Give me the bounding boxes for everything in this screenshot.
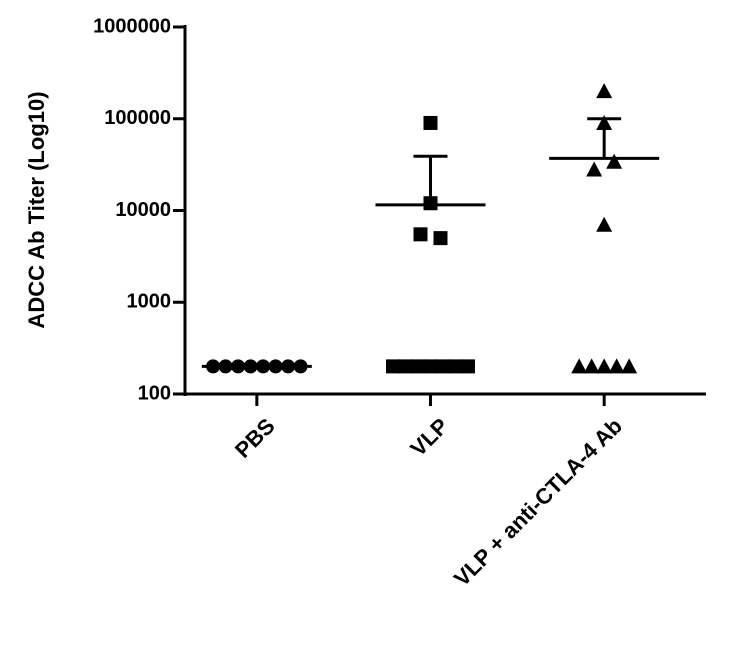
- data-point: [583, 358, 600, 374]
- data-point: [586, 161, 603, 177]
- x-tick-label: VLP: [405, 413, 453, 461]
- x-tick-label: PBS: [230, 413, 280, 463]
- data-point: [436, 359, 450, 374]
- x-tick-label: VLP + anti-CTLA-4 Ab: [449, 413, 627, 591]
- data-point: [293, 359, 308, 374]
- data-point: [411, 359, 425, 374]
- data-point: [256, 359, 271, 374]
- data-point: [621, 358, 638, 374]
- data-point: [596, 114, 613, 130]
- y-tick-label: 10000: [115, 199, 171, 221]
- data-point: [596, 216, 613, 232]
- data-point: [413, 227, 428, 242]
- data-point: [243, 359, 258, 374]
- y-axis-label: ADCC Ab Titer (Log10): [24, 91, 49, 328]
- data-point: [281, 359, 296, 374]
- data-point: [386, 359, 400, 374]
- data-point: [433, 231, 448, 246]
- y-tick-label: 1000000: [93, 15, 171, 37]
- data-point: [398, 359, 413, 374]
- data-point: [231, 359, 246, 374]
- data-point: [448, 359, 463, 374]
- data-point: [608, 358, 625, 374]
- data-point: [423, 196, 438, 211]
- y-tick-label: 1000: [127, 291, 172, 313]
- data-point: [218, 359, 233, 374]
- y-tick-label: 100000: [104, 107, 171, 129]
- data-point: [596, 358, 613, 374]
- data-point: [461, 359, 475, 374]
- y-tick-label: 100: [138, 382, 171, 404]
- data-point: [423, 359, 438, 374]
- data-point: [606, 153, 623, 169]
- data-point: [596, 83, 613, 99]
- data-point: [268, 359, 283, 374]
- data-point: [423, 115, 438, 130]
- data-point: [206, 359, 221, 374]
- data-point: [571, 358, 588, 374]
